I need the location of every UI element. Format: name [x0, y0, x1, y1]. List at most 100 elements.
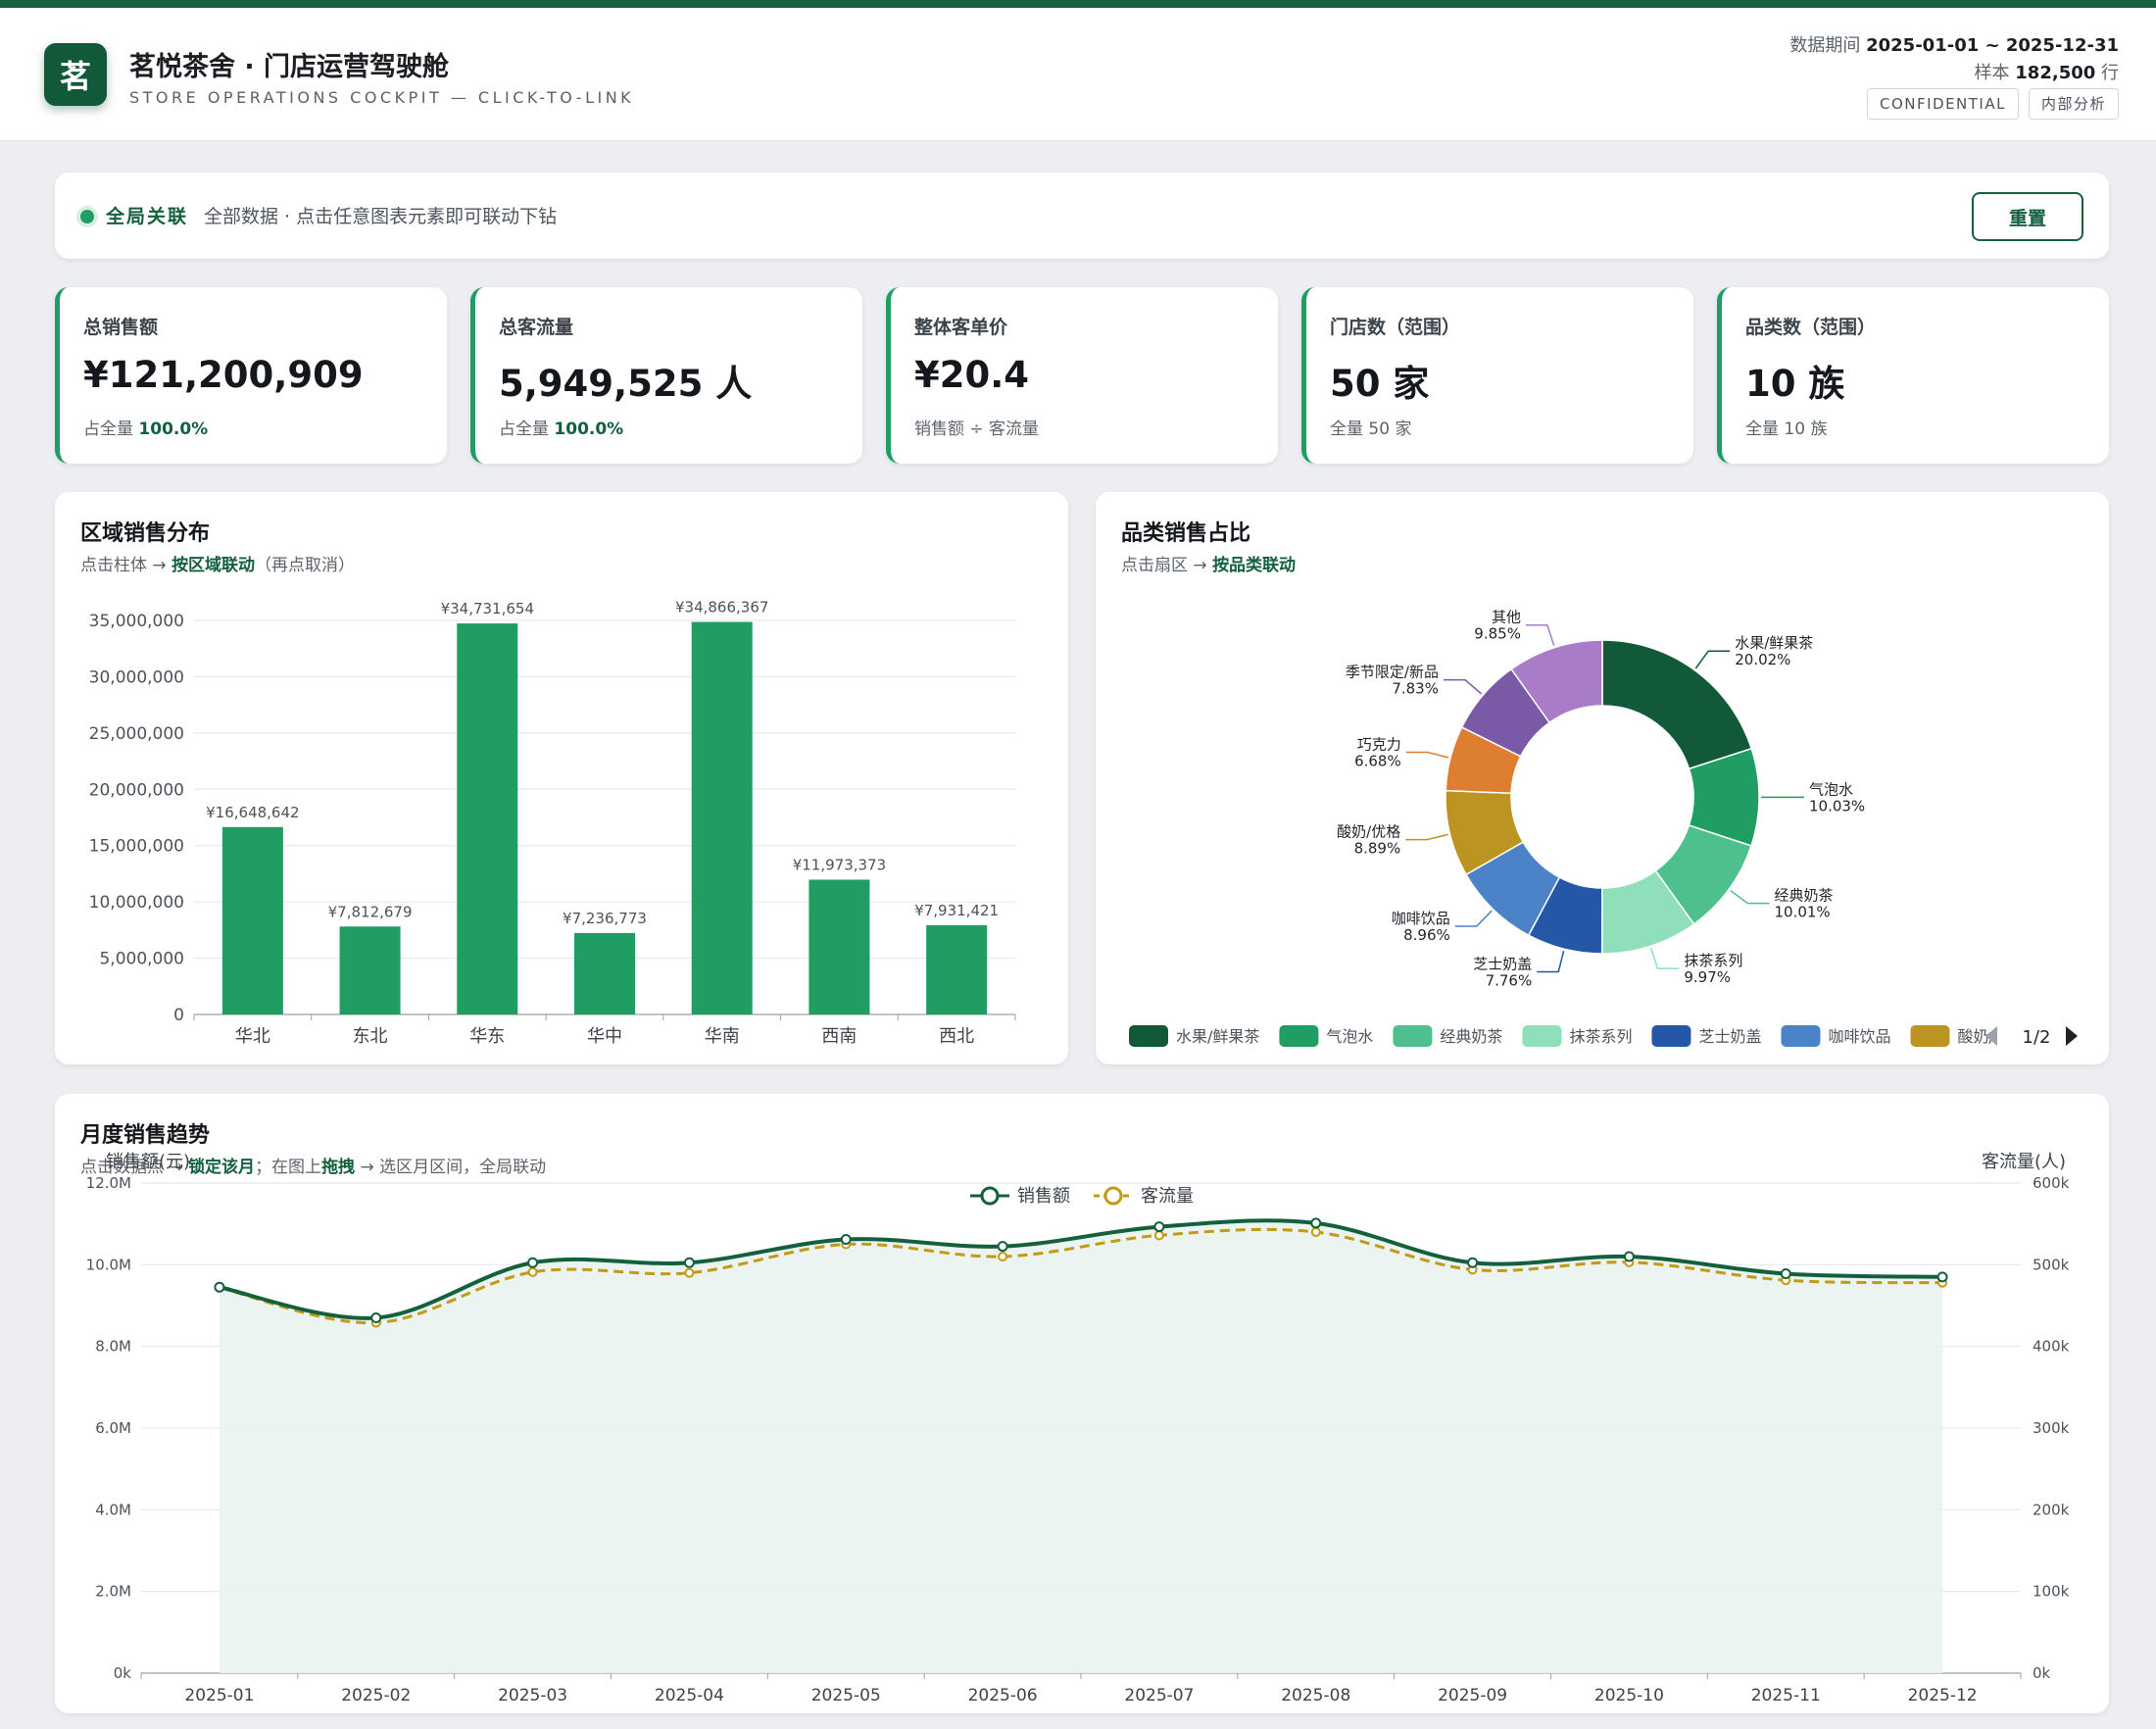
slice-percent-label: 7.76%: [1486, 971, 1533, 989]
legend-item[interactable]: 芝士奶盖: [1651, 1025, 1761, 1047]
bar-data-label: ¥7,236,773: [563, 910, 647, 927]
legend-next-icon[interactable]: [2066, 1026, 2078, 1046]
kpi-card-store-count: 门店数（范围） 50 家 全量 50 家: [1301, 287, 1693, 464]
kpi-sub: 销售额 ÷ 客流量: [914, 415, 1039, 439]
region-bar[interactable]: [221, 826, 283, 1014]
kpi-label: 总客流量: [499, 317, 574, 338]
bar-data-label: ¥16,648,642: [206, 804, 299, 821]
trend-panel-title: 月度销售趋势: [80, 1123, 211, 1148]
traffic-point[interactable]: [684, 1267, 695, 1278]
region-bar[interactable]: [691, 621, 753, 1014]
sales-point[interactable]: [1623, 1251, 1635, 1262]
legend-item[interactable]: 抹茶系列: [1522, 1025, 1632, 1047]
sales-point[interactable]: [1467, 1257, 1479, 1268]
x-tick-label: 西北: [939, 1026, 974, 1047]
region-bar[interactable]: [339, 926, 401, 1014]
slice-percent-label: 8.89%: [1354, 840, 1401, 858]
region-panel-hint: 点击柱体 → 按区域联动（再点取消）: [80, 551, 355, 575]
sales-point[interactable]: [1780, 1268, 1791, 1279]
badge-group: CONFIDENTIAL 内部分析: [1866, 88, 2119, 120]
kpi-label: 整体客单价: [914, 317, 1008, 338]
trend-panel-hint: 点击数据点 → 锁定该月；在图上拖拽 → 选区月区间，全局联动: [80, 1153, 546, 1177]
legend-item[interactable]: 水果/鲜果茶: [1129, 1025, 1259, 1047]
global-filter-bar: 全局关联 全部数据 · 点击任意图表元素即可联动下钻 重置: [55, 173, 2109, 259]
confidential-badge: CONFIDENTIAL: [1866, 88, 2019, 120]
slice-name-label: 酸奶/优格: [1337, 823, 1400, 841]
legend-item[interactable]: 气泡水: [1279, 1025, 1373, 1047]
donut-slice[interactable]: [1601, 639, 1753, 770]
y-right-tick-label: 400k: [2033, 1338, 2070, 1356]
y-right-axis-title: 客流量(人): [1982, 1152, 2066, 1172]
x-tick-label: 2025-06: [968, 1686, 1038, 1705]
sales-point[interactable]: [1936, 1271, 1948, 1283]
page-title: 茗悦茶舍 · 门店运营驾驶舱: [129, 52, 450, 82]
legend-item-sales[interactable]: 销售额: [970, 1186, 1070, 1207]
region-bar[interactable]: [926, 924, 988, 1014]
region-bar[interactable]: [574, 932, 635, 1014]
bar-data-label: ¥7,931,421: [914, 902, 999, 919]
sales-point[interactable]: [527, 1257, 539, 1268]
donut-slice[interactable]: [1510, 639, 1603, 724]
traffic-point[interactable]: [998, 1252, 1008, 1261]
sales-point[interactable]: [683, 1257, 695, 1268]
kpi-sub-value: 100.0%: [554, 420, 624, 439]
sales-point[interactable]: [1310, 1217, 1322, 1229]
slice-percent-label: 8.96%: [1403, 926, 1450, 944]
filter-tag: 全局关联: [106, 206, 189, 227]
x-tick-label: 华北: [235, 1026, 270, 1047]
legend-item[interactable]: 经典奶茶: [1393, 1025, 1502, 1047]
period-label: 数据期间: [1789, 35, 1861, 56]
hint-bold: 按区域联动: [172, 556, 256, 575]
category-donut-chart: 水果/鲜果茶20.02%气泡水10.03%经典奶茶10.01%抹茶系列9.97%…: [1129, 609, 2078, 1048]
hint-text: 点击扇区 →: [1121, 556, 1207, 575]
top-accent-bar: [0, 0, 2156, 8]
legend-swatch: [1651, 1025, 1691, 1047]
page-subtitle: STORE OPERATIONS COCKPIT — CLICK-TO-LINK: [129, 88, 635, 107]
sales-point[interactable]: [1153, 1221, 1165, 1233]
slice-name-label: 气泡水: [1809, 780, 1853, 798]
legend-label: 经典奶茶: [1440, 1027, 1502, 1046]
legend-marker: [1103, 1186, 1123, 1206]
x-tick-label: 2025-11: [1751, 1686, 1821, 1705]
period-line: 数据期间 2025-01-01 ~ 2025-12-31: [1789, 31, 2119, 61]
x-tick-label: 华中: [587, 1026, 622, 1047]
region-bar[interactable]: [808, 879, 870, 1014]
legend-swatch: [1393, 1025, 1433, 1047]
slice-leader-line: [1730, 890, 1770, 905]
slice-leader-line: [1537, 950, 1565, 973]
hint-bold: 锁定该月: [188, 1158, 256, 1177]
slice-leader-line: [1694, 650, 1731, 669]
legend-label: 客流量: [1141, 1186, 1194, 1207]
slice-leader-line: [1405, 751, 1449, 759]
legend-item[interactable]: 咖啡饮品: [1781, 1025, 1890, 1047]
y-right-tick-label: 0k: [2033, 1664, 2051, 1682]
legend-prev-icon[interactable]: [1985, 1026, 1997, 1046]
slice-percent-label: 7.83%: [1392, 680, 1439, 698]
region-sales-panel: 区域销售分布 点击柱体 → 按区域联动（再点取消） 0 5,000,000 10,0…: [55, 492, 1068, 1064]
slice-leader-line: [1649, 947, 1680, 969]
y-tick-label: 20,000,000: [89, 780, 184, 800]
region-bar[interactable]: [457, 623, 518, 1014]
reset-button[interactable]: 重置: [1972, 192, 2083, 241]
kpi-sub-prefix: 占全量: [83, 420, 133, 439]
traffic-point[interactable]: [1310, 1227, 1321, 1237]
traffic-point[interactable]: [527, 1266, 538, 1277]
sample-value: 182,500: [2015, 63, 2096, 83]
legend-item-traffic[interactable]: 客流量: [1094, 1186, 1194, 1207]
slice-percent-label: 9.97%: [1684, 968, 1731, 986]
x-tick-label: 2025-10: [1594, 1686, 1664, 1705]
kpi-sub-prefix: 销售额 ÷ 客流量: [914, 420, 1040, 439]
traffic-point[interactable]: [1153, 1230, 1164, 1241]
legend-item[interactable]: 酸奶/: [1910, 1025, 1994, 1047]
sales-point[interactable]: [840, 1234, 852, 1245]
legend-label: 气泡水: [1326, 1027, 1373, 1046]
sales-point[interactable]: [997, 1241, 1008, 1253]
sales-point[interactable]: [370, 1312, 382, 1323]
kpi-card-category-count: 品类数（范围） 10 族 全量 10 族: [1717, 287, 2109, 464]
hint-text: 点击柱体 →: [80, 556, 167, 575]
slice-name-label: 季节限定/新品: [1346, 664, 1439, 681]
sales-point[interactable]: [214, 1281, 225, 1293]
y-right-tick-label: 200k: [2033, 1501, 2070, 1518]
x-tick-label: 2025-09: [1438, 1686, 1507, 1705]
kpi-sub: 占全量 100.0%: [499, 415, 623, 439]
